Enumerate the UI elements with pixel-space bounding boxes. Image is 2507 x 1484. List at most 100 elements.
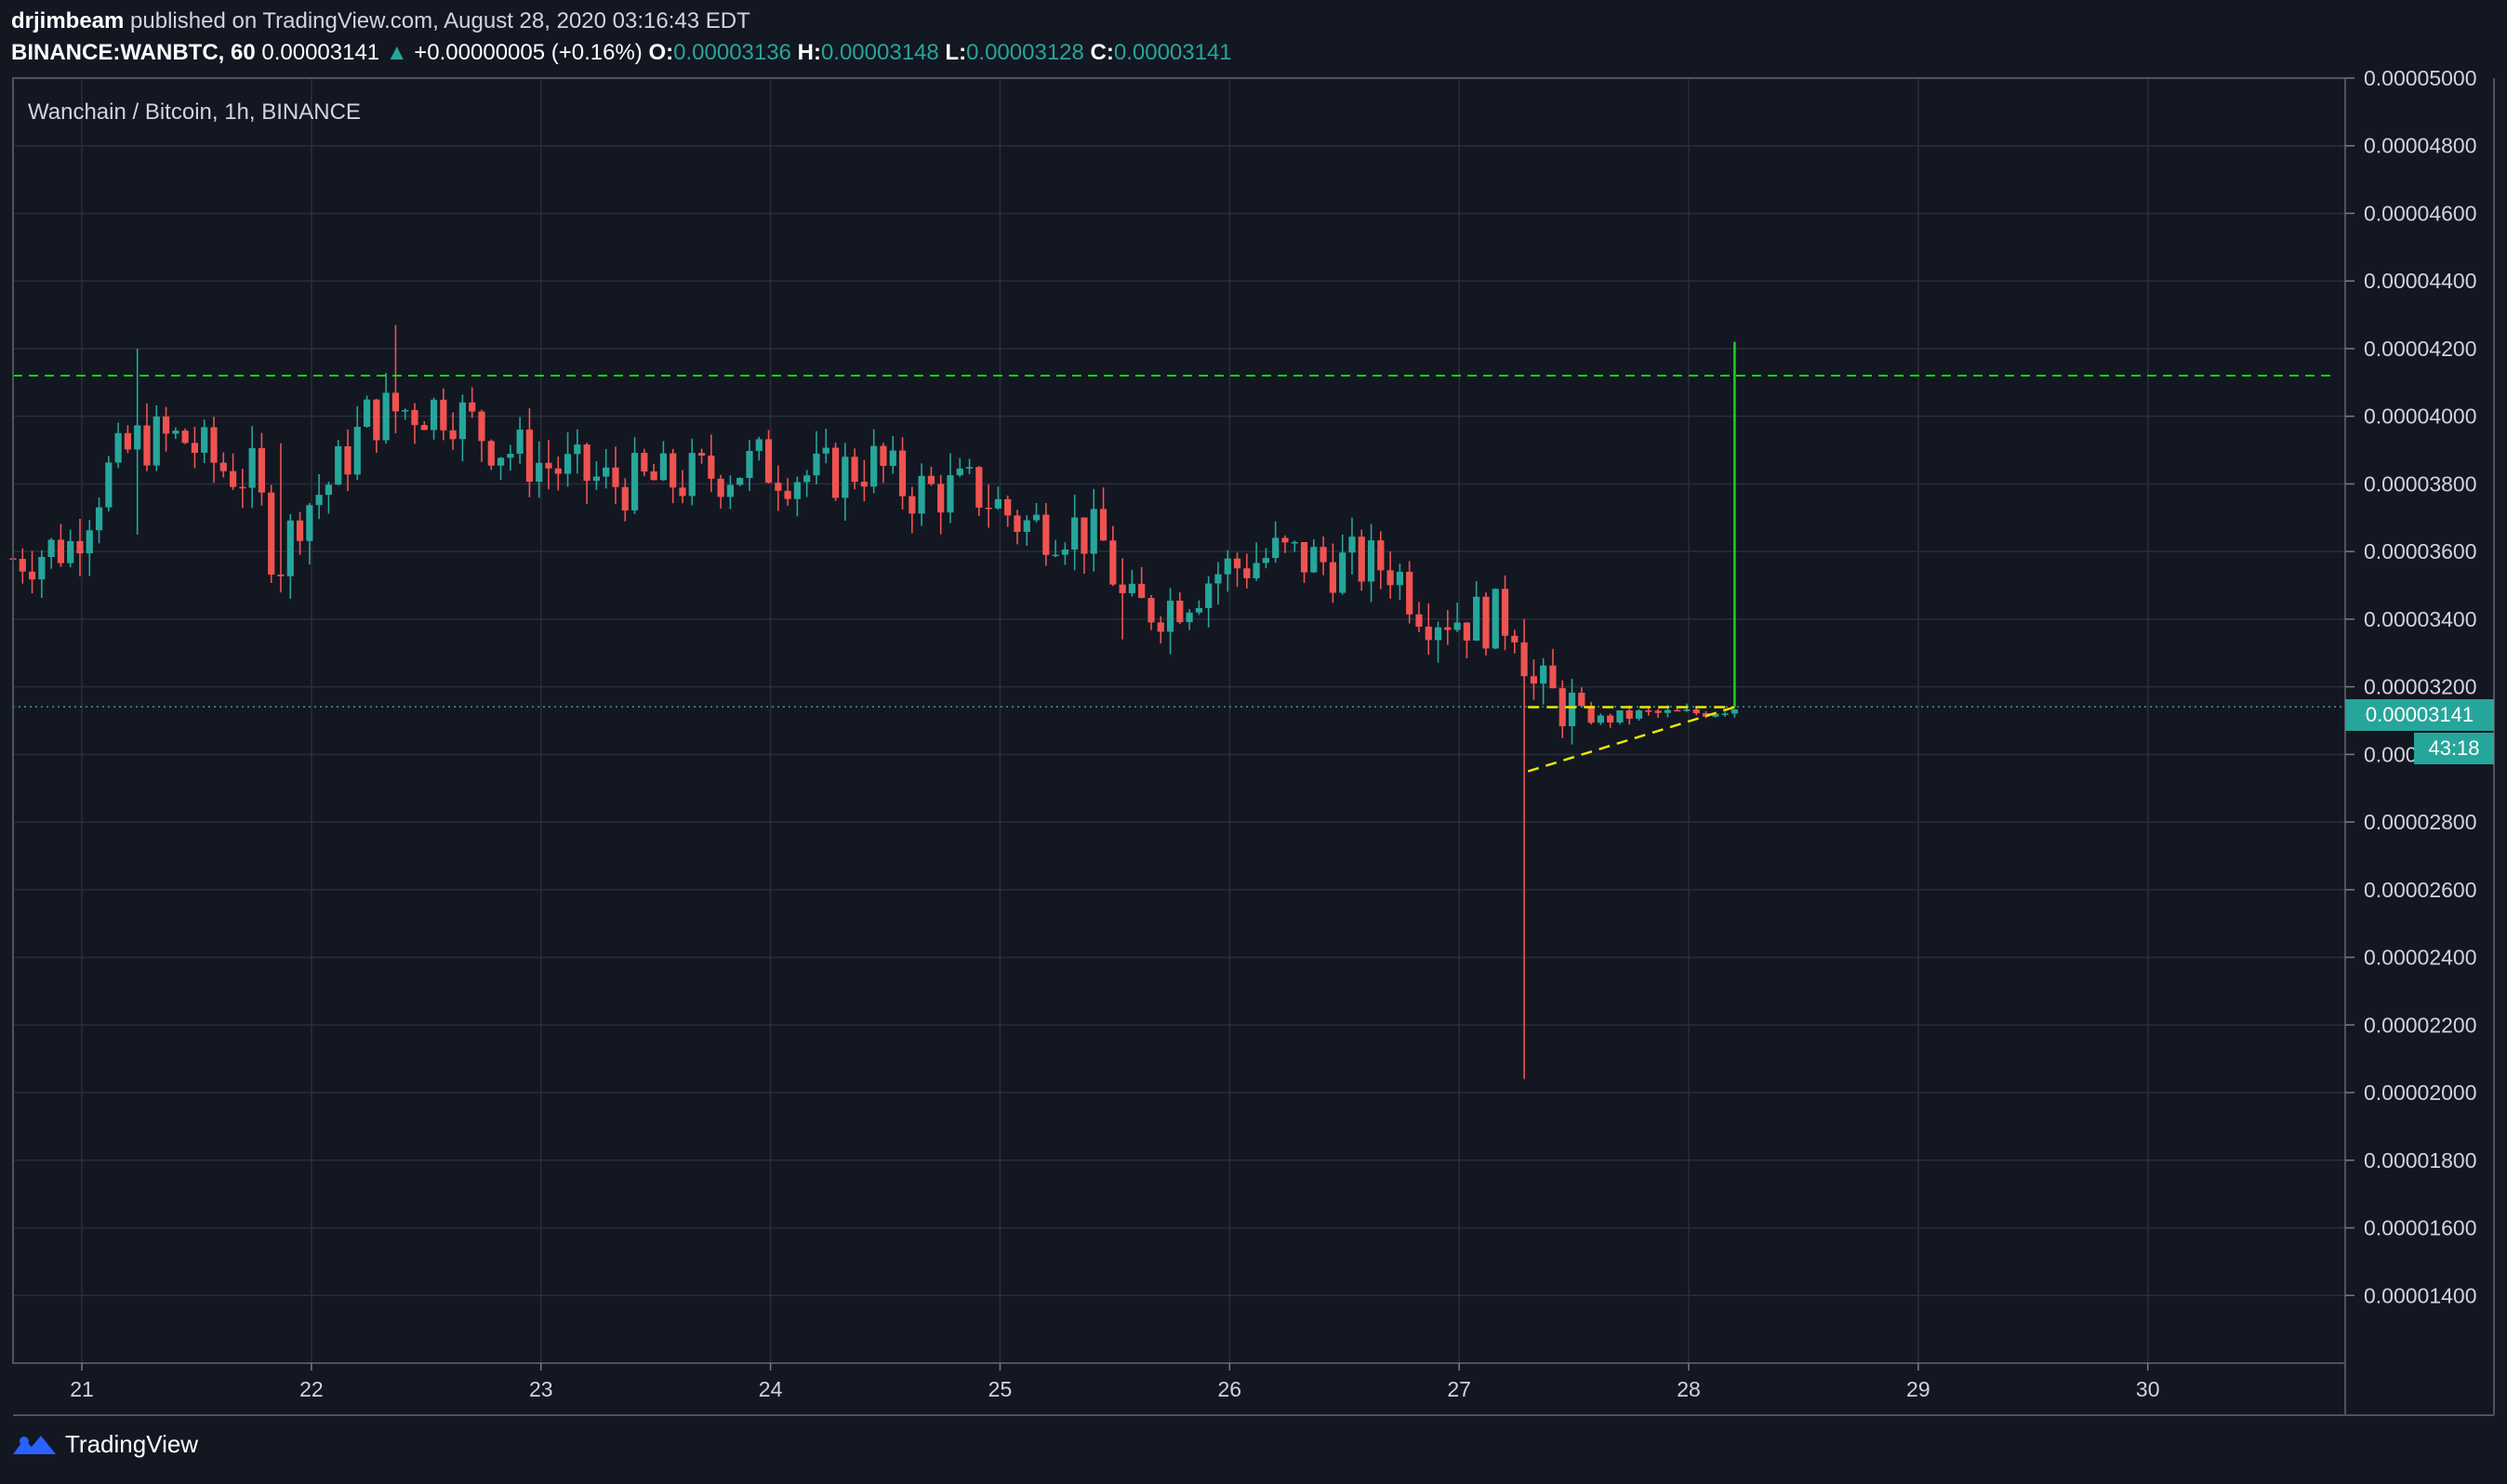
candle bbox=[315, 473, 323, 520]
candle-body bbox=[793, 482, 802, 499]
candle bbox=[574, 429, 581, 474]
time-tick-label: 21 bbox=[70, 1377, 94, 1401]
candle bbox=[19, 548, 26, 584]
candle bbox=[1654, 709, 1662, 718]
candle-body bbox=[956, 468, 963, 476]
candle bbox=[1501, 575, 1509, 651]
candle-body bbox=[268, 492, 275, 575]
candle bbox=[536, 441, 543, 498]
price-axis[interactable]: 0.00005000 0.00004800 0.00004600 0.00004400… bbox=[2345, 66, 2477, 1307]
candle-body bbox=[162, 416, 170, 434]
candle bbox=[708, 434, 715, 493]
candle-body bbox=[28, 571, 36, 580]
candle-body bbox=[898, 450, 907, 497]
candle-body bbox=[822, 447, 829, 454]
candle-body bbox=[870, 445, 878, 487]
candle bbox=[1205, 576, 1213, 628]
candle bbox=[1233, 552, 1241, 588]
candle bbox=[478, 409, 485, 462]
symbol-label[interactable]: BINANCE:WANBTC, 60 bbox=[11, 40, 256, 65]
candle bbox=[191, 427, 199, 469]
candle-body bbox=[1501, 589, 1509, 636]
candle bbox=[670, 448, 677, 504]
time-tick-label: 27 bbox=[1447, 1377, 1471, 1401]
candle bbox=[172, 427, 179, 440]
candle bbox=[105, 456, 113, 511]
candle-body bbox=[38, 556, 46, 580]
candle-body bbox=[545, 462, 552, 469]
candle-body bbox=[219, 462, 227, 471]
candle-body bbox=[612, 467, 619, 487]
candle-body bbox=[1281, 537, 1289, 543]
candle bbox=[162, 406, 170, 452]
candle-body bbox=[1348, 537, 1356, 553]
candle-body bbox=[1415, 614, 1423, 627]
candle bbox=[1377, 531, 1385, 590]
candle-body bbox=[1434, 627, 1442, 641]
candle bbox=[258, 432, 266, 506]
candle-body bbox=[1157, 622, 1164, 632]
candle-body bbox=[536, 462, 543, 483]
candle-body bbox=[1329, 562, 1336, 593]
price-tick-label: 0.00003600 bbox=[2364, 539, 2477, 563]
author-name[interactable]: drjimbeam bbox=[11, 8, 125, 33]
candle-body bbox=[1453, 622, 1461, 630]
candle-body bbox=[1119, 584, 1126, 593]
candle bbox=[880, 443, 887, 484]
price-tick-label: 0.00002000 bbox=[2364, 1080, 2477, 1105]
candle bbox=[1176, 592, 1184, 625]
candle-body bbox=[449, 430, 457, 440]
candle-body bbox=[909, 496, 916, 514]
candle-body bbox=[1291, 541, 1298, 544]
candle-body bbox=[315, 495, 323, 506]
candle bbox=[1128, 569, 1135, 597]
candle bbox=[1004, 495, 1012, 527]
candle bbox=[1099, 487, 1108, 541]
close-value: 0.00003141 bbox=[1113, 40, 1232, 65]
high-label: H: bbox=[797, 40, 821, 65]
candle bbox=[813, 431, 820, 484]
candle bbox=[1253, 542, 1260, 581]
candle bbox=[1597, 713, 1604, 725]
candle-body bbox=[353, 427, 361, 475]
candle bbox=[382, 372, 390, 444]
candle-body bbox=[1205, 583, 1213, 608]
candle bbox=[210, 417, 218, 484]
chart-header: drjimbeam published on TradingView.com, … bbox=[11, 6, 1232, 69]
candle-body bbox=[746, 450, 753, 479]
price-tick-label: 0.00004800 bbox=[2364, 134, 2477, 158]
candle-body bbox=[306, 505, 313, 541]
time-axis[interactable]: 21 22 23 24 25 26 27 28 29 30 bbox=[70, 1363, 2160, 1401]
candle bbox=[344, 429, 352, 492]
price-tick-label: 0.00001400 bbox=[2364, 1283, 2477, 1307]
candle-body bbox=[1463, 622, 1470, 641]
publish-line: drjimbeam published on TradingView.com, … bbox=[11, 6, 1232, 37]
candle-body bbox=[1004, 498, 1012, 516]
candle-body bbox=[181, 431, 189, 444]
tradingview-logo-icon[interactable] bbox=[11, 1432, 58, 1458]
candle-body bbox=[277, 574, 285, 576]
candle-body bbox=[554, 468, 562, 474]
candle bbox=[612, 446, 619, 505]
candle-body bbox=[927, 475, 935, 484]
candle-body bbox=[1635, 710, 1643, 719]
candle bbox=[1386, 551, 1394, 599]
candle bbox=[746, 440, 753, 492]
candle-body bbox=[1530, 676, 1537, 684]
candle-body bbox=[1482, 596, 1490, 649]
candle bbox=[420, 420, 428, 431]
candle bbox=[95, 497, 103, 544]
candle-body bbox=[1023, 520, 1030, 533]
candle bbox=[38, 550, 46, 599]
candle bbox=[516, 417, 524, 464]
candle-body bbox=[1014, 515, 1021, 533]
candle bbox=[1511, 629, 1519, 654]
candle bbox=[975, 465, 983, 516]
price-tick-label: 0.00001600 bbox=[2364, 1216, 2477, 1240]
candle bbox=[1329, 543, 1336, 603]
tradingview-brand[interactable]: TradingView bbox=[65, 1430, 199, 1458]
published-text: published on TradingView.com, August 28,… bbox=[130, 8, 750, 33]
candle bbox=[1616, 709, 1624, 724]
candle-body bbox=[172, 431, 179, 434]
